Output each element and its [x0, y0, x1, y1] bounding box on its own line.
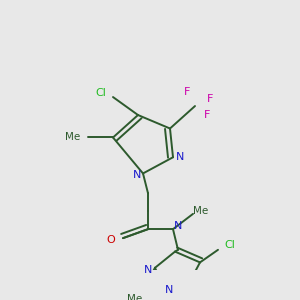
Text: N: N [174, 221, 182, 232]
Text: Me: Me [65, 133, 80, 142]
Text: F: F [207, 94, 213, 104]
Text: N: N [165, 285, 173, 295]
Text: N: N [144, 265, 152, 275]
Text: N: N [176, 152, 184, 162]
Text: Cl: Cl [96, 88, 106, 98]
Text: F: F [204, 110, 210, 120]
Text: Me: Me [128, 294, 142, 300]
Text: Cl: Cl [225, 240, 236, 250]
Text: O: O [106, 235, 116, 245]
Text: N: N [133, 170, 141, 180]
Text: F: F [184, 87, 190, 97]
Text: Me: Me [194, 206, 208, 216]
